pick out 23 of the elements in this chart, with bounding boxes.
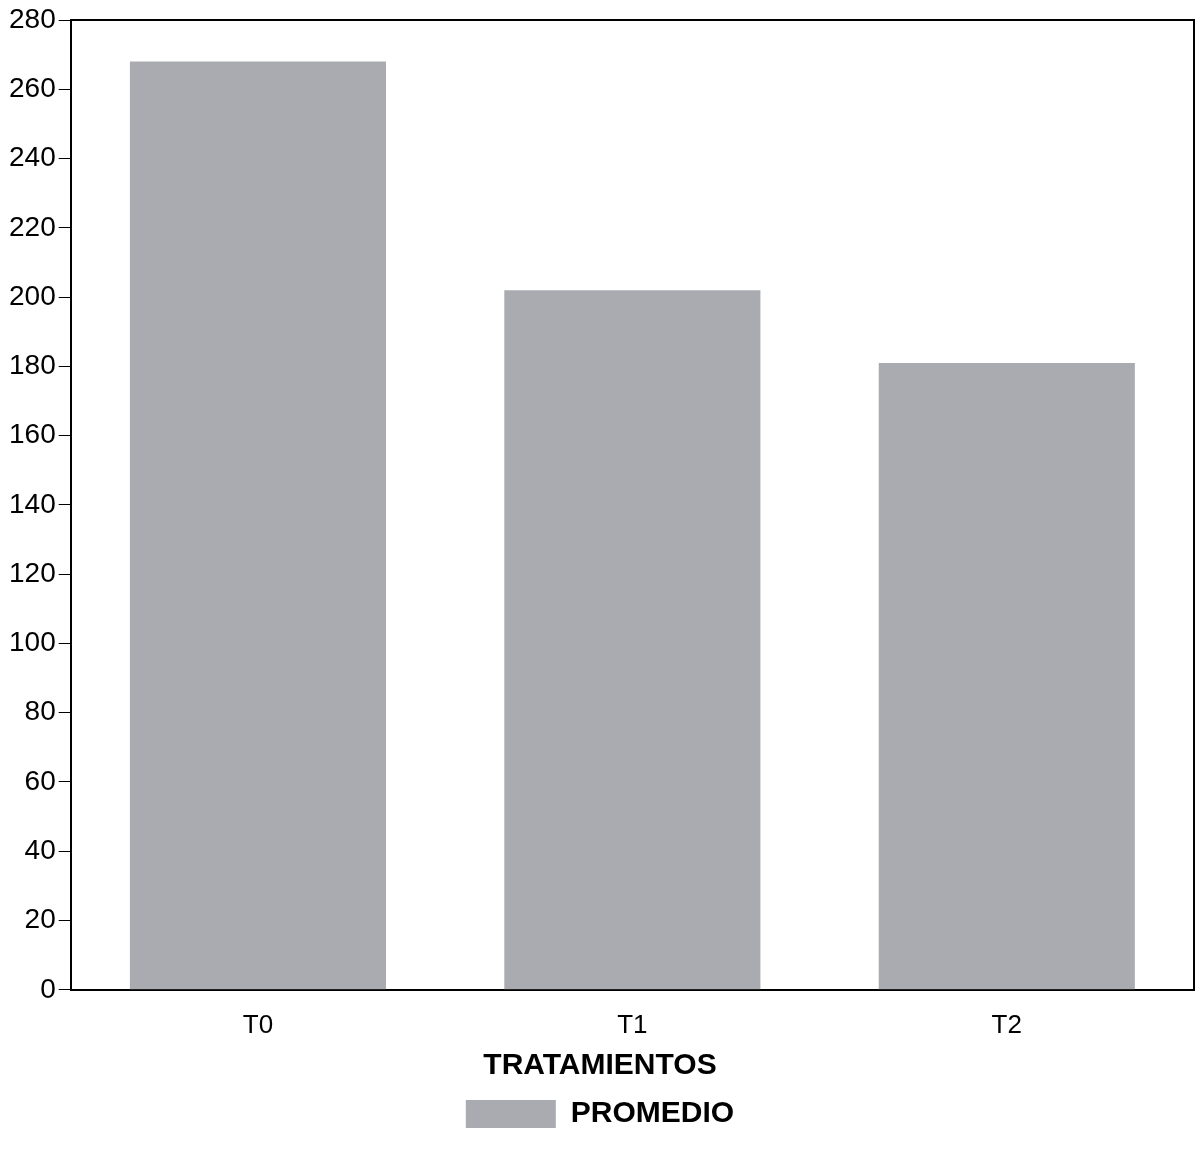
- y-tick-label: 60: [24, 764, 56, 796]
- y-tick-label: 200: [9, 279, 56, 311]
- y-tick-label: 80: [24, 695, 56, 727]
- bar: [878, 362, 1135, 990]
- y-tick-label: 20: [24, 903, 56, 935]
- bar: [129, 61, 386, 990]
- y-tick-label: 280: [9, 2, 56, 34]
- x-tick-label: T2: [991, 1008, 1022, 1039]
- y-tick-label: 120: [9, 556, 56, 588]
- y-tick-label: 40: [24, 833, 56, 865]
- y-tick-label: 160: [9, 418, 56, 450]
- x-tick-label: T1: [617, 1008, 648, 1039]
- y-tick-label: 220: [9, 210, 56, 242]
- y-tick-label: 0: [40, 972, 56, 1004]
- y-tick-label: 260: [9, 71, 56, 103]
- legend-label: PROMEDIO: [570, 1095, 735, 1129]
- y-tick-label: 240: [9, 141, 56, 173]
- legend-title: TRATAMIENTOS: [483, 1047, 717, 1081]
- bar: [504, 290, 761, 990]
- y-tick-label: 180: [9, 349, 56, 381]
- x-tick-label: T0: [242, 1008, 274, 1039]
- y-tick-label: 140: [9, 487, 56, 519]
- y-tick-label: 100: [9, 626, 56, 658]
